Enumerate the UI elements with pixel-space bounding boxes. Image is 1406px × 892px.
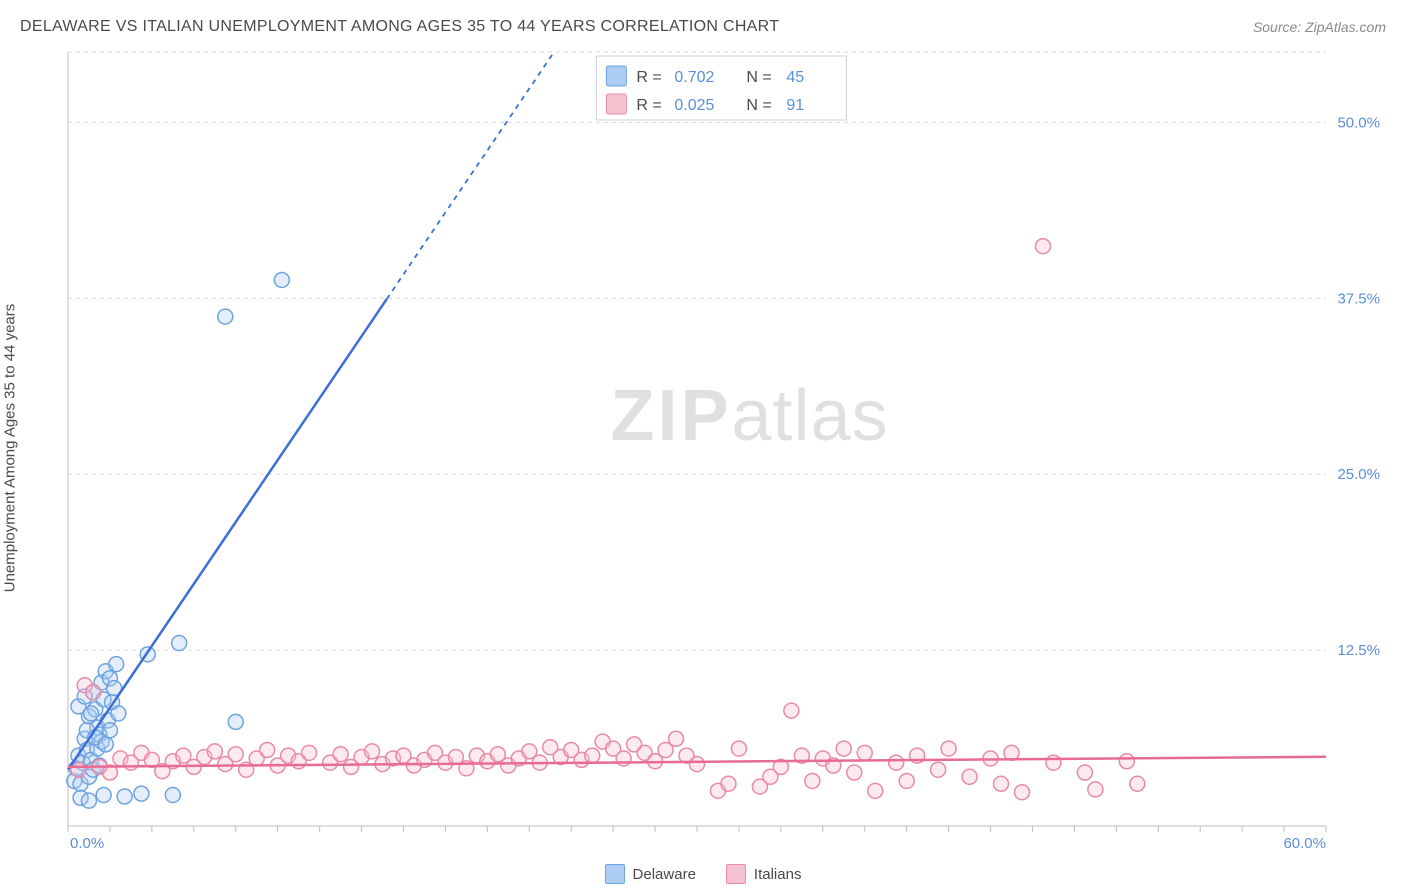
svg-text:91: 91 [786,97,804,114]
svg-text:R =: R = [636,69,661,86]
scatter-point [690,757,705,772]
scatter-point [274,272,289,287]
scatter-point [1088,782,1103,797]
scatter-point [84,706,99,721]
scatter-point [333,747,348,762]
scatter-point [228,714,243,729]
scatter-point [721,776,736,791]
legend-swatch [726,864,746,884]
scatter-point [117,789,132,804]
scatter-point [1130,776,1145,791]
svg-text:50.0%: 50.0% [1337,114,1380,131]
scatter-point [889,755,904,770]
scatter-point [1035,239,1050,254]
scatter-point [805,773,820,788]
svg-text:12.5%: 12.5% [1337,642,1380,659]
scatter-point [847,765,862,780]
scatter-point [218,309,233,324]
scatter-point [98,737,113,752]
scatter-point [96,788,111,803]
scatter-point [585,748,600,763]
scatter-point [102,723,117,738]
scatter-point [109,657,124,672]
legend-label: Delaware [633,866,696,883]
source-text: Source: ZipAtlas.com [1253,19,1386,35]
scatter-point [941,741,956,756]
legend-bottom: Delaware Italians [0,864,1406,884]
trend-line-dashed [387,52,554,299]
svg-text:60.0%: 60.0% [1283,835,1326,852]
scatter-point [994,776,1009,791]
plot-area: Unemployment Among Ages 35 to 44 years 1… [20,44,1386,852]
svg-text:N =: N = [746,97,771,114]
trend-line [68,299,387,770]
scatter-point [868,783,883,798]
chart-title: DELAWARE VS ITALIAN UNEMPLOYMENT AMONG A… [20,18,779,36]
scatter-point [172,636,187,651]
legend-item: Italians [726,864,802,884]
scatter-point [962,769,977,784]
scatter-point [899,773,914,788]
scatter-point [260,743,275,758]
scatter-point [731,741,746,756]
scatter-point [365,744,380,759]
plot-inner: 12.5% 25.0% 37.5% 50.0% 0.0% 60.0% R = 0.702 N =… [60,44,1386,852]
legend-label: Italians [754,866,802,883]
svg-text:45: 45 [786,69,804,86]
scatter-point [931,762,946,777]
scatter-point [1077,765,1092,780]
scatter-point [784,703,799,718]
svg-text:0.0%: 0.0% [70,835,104,852]
y-axis-label: Unemployment Among Ages 35 to 44 years [2,304,19,593]
scatter-point [134,786,149,801]
scatter-point [111,706,126,721]
stats-box: R = 0.702 N = 45 R = 0.025 N = 91 [596,56,846,120]
header: DELAWARE VS ITALIAN UNEMPLOYMENT AMONG A… [0,0,1406,50]
legend-item: Delaware [605,864,696,884]
scatter-point [302,745,317,760]
svg-text:25.0%: 25.0% [1337,466,1380,483]
scatter-point [669,731,684,746]
svg-text:R =: R = [636,97,661,114]
scatter-point [1014,785,1029,800]
scatter-point [1046,755,1061,770]
scatter-point [228,747,243,762]
scatter-point [165,788,180,803]
svg-text:37.5%: 37.5% [1337,290,1380,307]
svg-text:0.025: 0.025 [674,97,714,114]
scatter-point [836,741,851,756]
scatter-point [86,685,101,700]
scatter-point [857,745,872,760]
scatter-point [1119,754,1134,769]
scatter-point [71,762,86,777]
scatter-point [81,793,96,808]
scatter-chart: 12.5% 25.0% 37.5% 50.0% 0.0% 60.0% R = 0.702 N =… [60,44,1386,852]
svg-text:N =: N = [746,69,771,86]
scatter-point [207,744,222,759]
svg-text:0.702: 0.702 [674,69,714,86]
legend-swatch [605,864,625,884]
